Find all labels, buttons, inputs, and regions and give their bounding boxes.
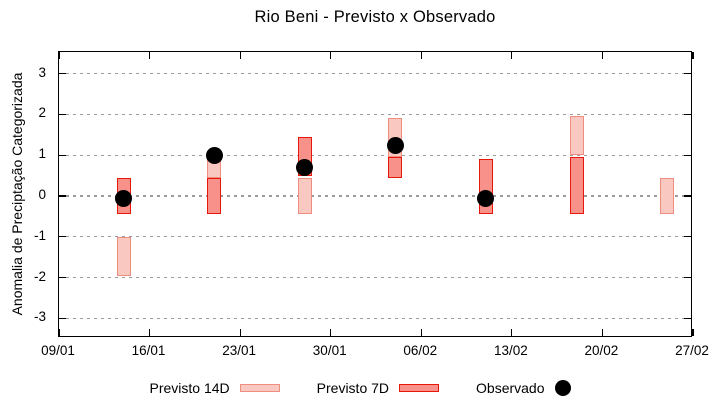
x-tick-mark [511, 329, 513, 336]
x-tick-label: 09/01 [41, 343, 75, 358]
previsto-7d-swatch-icon [399, 384, 440, 392]
x-tick-label: 06/02 [403, 343, 438, 358]
y-tick-mark-right [684, 73, 691, 75]
previsto-14d-bar [569, 116, 584, 156]
previsto-14d-bar [297, 177, 312, 215]
x-tick-mark-top [511, 52, 513, 59]
previsto-7d-bar [207, 177, 222, 215]
legend-label-previsto-14d: Previsto 14D [149, 380, 230, 396]
x-tick-mark [420, 329, 422, 336]
previsto-7d-bar [569, 157, 584, 215]
x-tick-label: 20/02 [584, 343, 619, 358]
y-tick-label: 2 [38, 105, 46, 121]
gridline-y--2 [59, 276, 691, 279]
x-tick-mark [330, 329, 332, 336]
previsto-14d-swatch-icon [239, 384, 280, 392]
y-tick-mark-right [684, 236, 691, 238]
y-tick-mark [59, 113, 66, 115]
gridline-y-3 [59, 72, 691, 75]
gridline-y-1 [59, 154, 691, 156]
plot-area [58, 51, 694, 337]
observado-point [386, 136, 404, 154]
legend-item-previsto-14d: Previsto 14D [150, 380, 280, 396]
x-tick-mark [148, 329, 151, 336]
previsto-14d-bar [660, 177, 675, 215]
legend-label-observado: Observado [476, 380, 545, 396]
x-tick-label: 13/02 [493, 343, 528, 358]
x-tick-label: 30/01 [312, 343, 347, 358]
y-tick-mark [59, 236, 66, 238]
y-tick-mark-right [684, 277, 691, 279]
y-tick-label: 0 [38, 187, 46, 202]
x-tick-mark-top [330, 52, 332, 59]
y-tick-mark-right [684, 317, 691, 319]
x-tick-label: 27/02 [675, 343, 709, 358]
x-tick-mark-top [58, 52, 60, 59]
y-tick-label: -3 [33, 309, 46, 325]
x-tick-label: 23/01 [222, 343, 257, 358]
gridline-y-0 [59, 195, 691, 197]
y-tick-mark [59, 277, 66, 279]
observado-point [115, 189, 133, 207]
y-tick-label: -1 [33, 227, 46, 243]
y-tick-mark [59, 73, 66, 75]
x-tick-mark-top [420, 52, 422, 59]
gridline-y-2 [59, 113, 691, 116]
x-tick-mark-top [601, 52, 604, 59]
observado-point [205, 146, 223, 164]
y-tick-mark [59, 154, 66, 156]
x-tick-mark-top [692, 52, 694, 59]
gridline-y--3 [59, 317, 691, 320]
y-tick-label: -2 [33, 268, 46, 284]
y-tick-mark-right [684, 113, 691, 115]
observado-point [477, 189, 495, 207]
chart-legend: Previsto 14D Previsto 7D Observado [0, 376, 720, 400]
y-tick-mark-right [684, 154, 691, 156]
x-tick-mark-top [148, 52, 151, 59]
previsto-14d-bar [116, 236, 131, 276]
y-tick-label: 1 [38, 146, 46, 162]
y-tick-mark [59, 195, 66, 197]
gridline-y--1 [59, 236, 691, 238]
x-tick-mark-top [239, 52, 241, 59]
y-tick-label: 3 [38, 64, 46, 80]
x-tick-label: 16/01 [131, 343, 166, 358]
x-tick-mark [692, 329, 694, 336]
x-tick-mark [58, 329, 60, 336]
previsto-7d-bar [388, 157, 403, 178]
legend-item-observado: Observado [476, 380, 571, 396]
observado-dot-icon [554, 380, 571, 396]
x-tick-mark [601, 329, 604, 336]
chart-title: Rio Beni - Previsto x Observado [254, 8, 496, 26]
y-tick-mark [59, 317, 66, 319]
legend-label-previsto-7d: Previsto 7D [316, 380, 390, 396]
legend-item-previsto-7d: Previsto 7D [316, 380, 440, 396]
y-tick-mark-right [684, 195, 691, 197]
x-tick-mark [239, 329, 241, 336]
observado-point [296, 158, 314, 176]
